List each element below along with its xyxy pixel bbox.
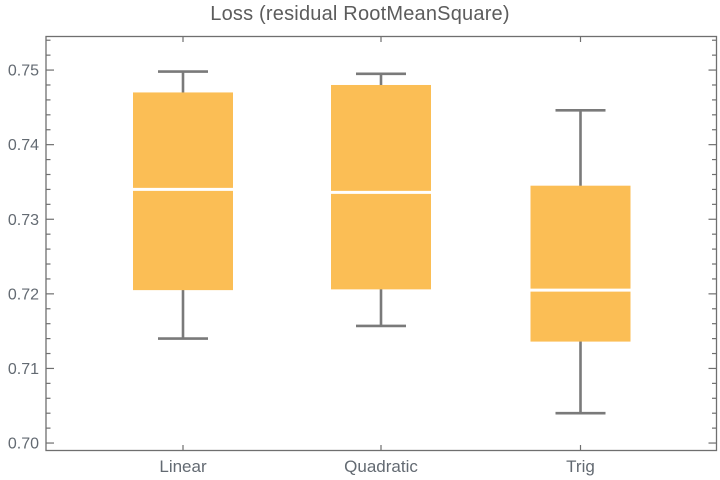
y-tick-label: 0.73	[8, 212, 39, 229]
x-category-label: Quadratic	[344, 457, 418, 476]
box	[133, 92, 233, 291]
chart-title: Loss (residual RootMeanSquare)	[210, 3, 510, 25]
y-tick-label: 0.75	[8, 63, 39, 80]
box-whisker-quadratic	[331, 72, 431, 328]
plot-frame	[45, 35, 718, 452]
box	[530, 185, 631, 342]
box-whisker-linear	[133, 70, 233, 340]
y-tick-label: 0.72	[8, 286, 39, 303]
x-category-label: Linear	[159, 457, 207, 476]
y-tick-label: 0.70	[8, 436, 39, 453]
y-tick-label: 0.74	[8, 137, 39, 154]
box	[331, 84, 431, 290]
box-whisker-trig	[530, 109, 631, 415]
x-category-label: Trig	[566, 457, 595, 476]
y-tick-label: 0.71	[8, 361, 39, 378]
